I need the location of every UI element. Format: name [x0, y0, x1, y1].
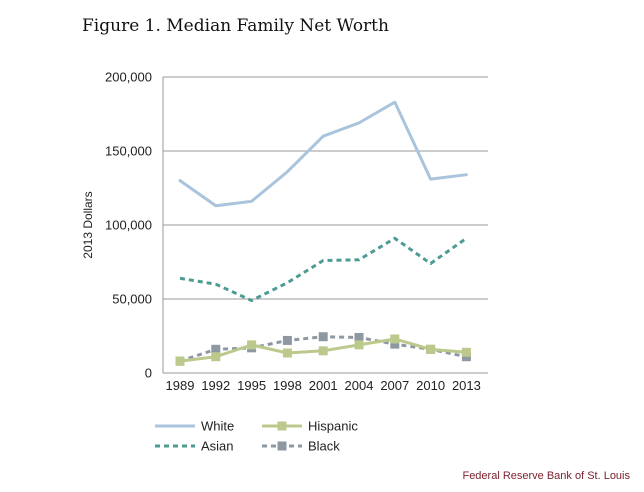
- x-tick-labels: 1989 1992 1995 1998 2001 2004 2007 2010 2013: [166, 378, 481, 393]
- x-tick-label: 1998: [273, 378, 302, 393]
- legend-marker-hispanic: [277, 421, 287, 431]
- legend: White Hispanic Asian Black: [155, 419, 358, 454]
- x-tick-label: 2001: [309, 378, 338, 393]
- legend-label-white: White: [201, 419, 234, 434]
- legend-marker-black: [277, 441, 287, 451]
- series-line-white: [178, 100, 468, 208]
- x-tick-label: 1989: [166, 378, 195, 393]
- data-point-hispanic: [461, 347, 471, 357]
- data-point-black: [390, 339, 400, 349]
- data-point-black: [282, 335, 292, 345]
- data-point-hispanic: [175, 356, 185, 366]
- legend-label-hispanic: Hispanic: [308, 419, 358, 434]
- legend-label-asian: Asian: [201, 439, 234, 454]
- x-tick-label: 1995: [237, 378, 266, 393]
- data-point-hispanic: [318, 346, 328, 356]
- series-line-asian: [179, 236, 468, 302]
- data-point-black: [211, 344, 221, 354]
- y-tick-label: 100,000: [105, 218, 152, 233]
- x-tick-label: 2004: [345, 378, 374, 393]
- data-point-hispanic: [282, 348, 292, 358]
- data-point-hispanic: [211, 352, 221, 362]
- y-tick-label: 200,000: [105, 70, 152, 85]
- y-tick-label: 50,000: [112, 292, 152, 307]
- x-tick-label: 1992: [201, 378, 230, 393]
- data-point-black: [354, 332, 364, 342]
- source-credit: Federal Reserve Bank of St. Louis: [462, 470, 630, 482]
- chart-title: Figure 1. Median Family Net Worth: [82, 16, 389, 36]
- data-point-hispanic: [390, 334, 400, 344]
- data-point-black: [318, 332, 328, 342]
- data-point-hispanic: [426, 344, 436, 354]
- y-tick-labels: 0 50,000 100,000 150,000 200,000: [105, 70, 152, 381]
- data-point-hispanic: [354, 340, 364, 350]
- gridlines: [162, 76, 488, 374]
- data-point-hispanic: [247, 340, 257, 350]
- y-axis-label: 2013 Dollars: [81, 191, 95, 258]
- legend-label-black: Black: [308, 439, 340, 454]
- x-tick-label: 2007: [380, 378, 409, 393]
- y-tick-label: 150,000: [105, 144, 152, 159]
- x-tick-label: 2013: [452, 378, 481, 393]
- x-tick-label: 2010: [416, 378, 445, 393]
- y-tick-label: 0: [145, 366, 152, 381]
- series-lines: [175, 100, 471, 366]
